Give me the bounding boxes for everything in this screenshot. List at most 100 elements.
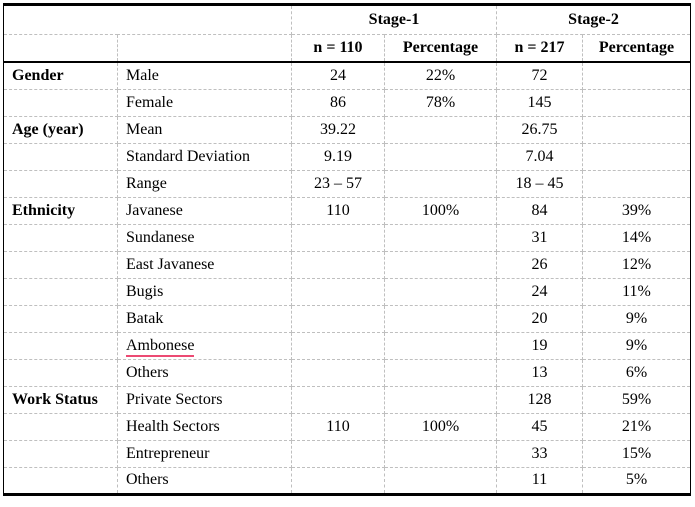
stage2-n-cell: 20 [496, 304, 583, 333]
stage1-n-cell [291, 223, 385, 252]
stage1-pct-cell [384, 277, 497, 306]
stage1-pct-cell [384, 142, 497, 171]
category-cell [3, 466, 118, 495]
label-cell: Female [117, 88, 292, 117]
table-row: Entrepreneur 33 15% [3, 439, 691, 468]
table-row: Others 11 5% [3, 466, 691, 495]
stage2-pct-cell: 15% [582, 439, 691, 468]
table-row: Standard Deviation 9.19 7.04 [3, 142, 691, 171]
stage1-pct-cell [384, 385, 497, 414]
stage2-n-cell: 33 [496, 439, 583, 468]
category-cell [3, 439, 118, 468]
table-row: Sundanese 31 14% [3, 223, 691, 252]
category-cell: Age (year) [3, 115, 118, 144]
label-cell: Health Sectors [117, 412, 292, 441]
stage1-pct-cell [384, 331, 497, 360]
stage2-n-cell: 7.04 [496, 142, 583, 171]
stage2-n-cell: 84 [496, 196, 583, 225]
label-cell: Others [117, 466, 292, 495]
table-row: Female 86 78% 145 [3, 88, 691, 117]
stage1-n-cell [291, 277, 385, 306]
stage1-n-cell: 86 [291, 88, 385, 117]
stage2-n-cell: 24 [496, 277, 583, 306]
stage-header-row: Stage-1 Stage-2 [3, 4, 691, 35]
stage2-pct-cell [582, 61, 691, 90]
stage2-pct-cell [582, 169, 691, 198]
header-stage2: Stage-2 [496, 4, 691, 35]
stage1-n-cell: 39.22 [291, 115, 385, 144]
table-row: Ethnicity Javanese 110 100% 84 39% [3, 196, 691, 225]
stage2-pct-cell: 21% [582, 412, 691, 441]
stage1-n-cell [291, 439, 385, 468]
stage2-pct-cell [582, 142, 691, 171]
stage2-n-cell: 11 [496, 466, 583, 495]
label-cell: Ambonese [117, 331, 292, 360]
stage1-pct-cell [384, 358, 497, 387]
label-cell: Bugis [117, 277, 292, 306]
stage1-pct-cell [384, 304, 497, 333]
header-stage1-percentage: Percentage [384, 34, 497, 63]
table-row: Bugis 24 11% [3, 277, 691, 306]
stage2-n-cell: 26 [496, 250, 583, 279]
stage1-n-cell: 110 [291, 196, 385, 225]
stage2-pct-cell: 9% [582, 331, 691, 360]
stage2-pct-cell: 59% [582, 385, 691, 414]
stage2-n-cell: 72 [496, 61, 583, 90]
stage2-n-cell: 145 [496, 88, 583, 117]
demographics-table: Stage-1 Stage-2 n = 110 Percentage n = 2… [3, 3, 691, 496]
stage1-n-cell [291, 331, 385, 360]
label-cell: Range [117, 169, 292, 198]
header-stage2-n: n = 217 [496, 34, 583, 63]
stage1-n-cell: 110 [291, 412, 385, 441]
stage1-pct-cell: 78% [384, 88, 497, 117]
stage1-n-cell [291, 250, 385, 279]
category-cell [3, 250, 118, 279]
header-stage2-percentage: Percentage [582, 34, 691, 63]
stage2-pct-cell [582, 115, 691, 144]
label-cell: Standard Deviation [117, 142, 292, 171]
header-blank-col1 [3, 34, 118, 63]
stage1-n-cell [291, 304, 385, 333]
stage2-n-cell: 26.75 [496, 115, 583, 144]
category-cell [3, 331, 118, 360]
label-cell: Male [117, 61, 292, 90]
stage2-pct-cell [582, 88, 691, 117]
label-cell: Javanese [117, 196, 292, 225]
stage1-pct-cell [384, 169, 497, 198]
stage1-pct-cell [384, 115, 497, 144]
stage2-n-cell: 45 [496, 412, 583, 441]
stage1-pct-cell [384, 223, 497, 252]
category-cell: Work Status [3, 385, 118, 414]
table-body: Gender Male 24 22% 72 Female 86 78% 145 Age (year… [3, 61, 691, 495]
stage2-pct-cell: 5% [582, 466, 691, 495]
stage1-pct-cell [384, 466, 497, 495]
label-cell: Others [117, 358, 292, 387]
stage2-n-cell: 128 [496, 385, 583, 414]
category-cell [3, 142, 118, 171]
label-cell: Mean [117, 115, 292, 144]
category-cell: Gender [3, 61, 118, 90]
table-row: Ambonese 19 9% [3, 331, 691, 360]
category-cell [3, 358, 118, 387]
label-cell: Sundanese [117, 223, 292, 252]
category-cell [3, 223, 118, 252]
header-stage1-n: n = 110 [291, 34, 385, 63]
label-cell: Batak [117, 304, 292, 333]
stage1-pct-cell: 100% [384, 196, 497, 225]
stage1-pct-cell [384, 250, 497, 279]
category-cell: Ethnicity [3, 196, 118, 225]
stage2-pct-cell: 11% [582, 277, 691, 306]
label-cell: Entrepreneur [117, 439, 292, 468]
stage1-n-cell: 24 [291, 61, 385, 90]
stage2-pct-cell: 6% [582, 358, 691, 387]
stage2-pct-cell: 39% [582, 196, 691, 225]
table-row: Work Status Private Sectors 128 59% [3, 385, 691, 414]
category-cell [3, 277, 118, 306]
stage1-n-cell [291, 385, 385, 414]
stage1-n-cell: 23 – 57 [291, 169, 385, 198]
table-row: Health Sectors 110 100% 45 21% [3, 412, 691, 441]
stage1-n-cell [291, 466, 385, 495]
stage1-n-cell: 9.19 [291, 142, 385, 171]
table-row: Gender Male 24 22% 72 [3, 61, 691, 90]
